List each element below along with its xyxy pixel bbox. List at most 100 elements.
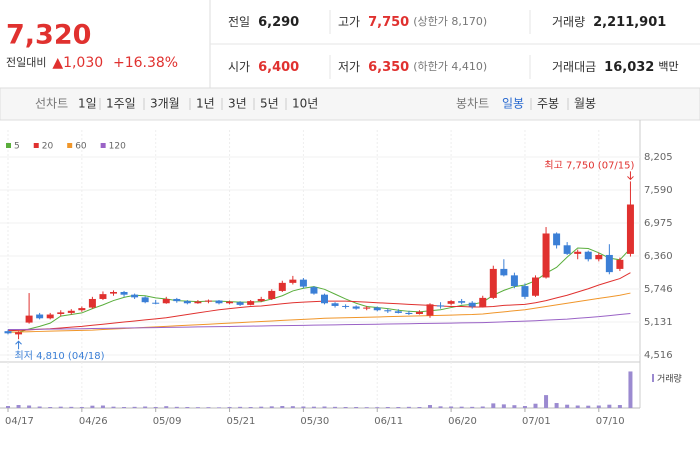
- period-button[interactable]: 1일: [78, 97, 97, 111]
- volume-bar: [259, 406, 264, 408]
- volume-bar: [132, 406, 137, 408]
- candle-body: [110, 291, 117, 294]
- candle-body: [289, 279, 297, 283]
- candle-body: [479, 297, 487, 307]
- volume-bar: [396, 407, 401, 408]
- candle-body: [574, 251, 582, 254]
- min-annotation: 최저 4,810 (04/18): [15, 350, 105, 362]
- candle-body: [25, 315, 33, 323]
- volume-bar: [575, 405, 580, 408]
- candle-body: [321, 294, 328, 304]
- volume-bar: [195, 407, 200, 408]
- stat-note: (상한가 8,170): [413, 15, 487, 28]
- stat: 거래량 2,211,901: [552, 15, 666, 30]
- volume-bar: [491, 403, 496, 408]
- candle-body: [342, 305, 350, 307]
- candle-body: [88, 298, 96, 308]
- volume-bar: [343, 407, 348, 408]
- period-button[interactable]: 3개월: [150, 97, 180, 111]
- candle-period-button[interactable]: 일봉: [502, 97, 524, 111]
- stat-label: 거래대금: [552, 60, 596, 74]
- volume-bar: [301, 406, 306, 408]
- candle-body: [542, 233, 550, 278]
- volume-bar: [37, 406, 42, 408]
- change-pct: +16.38%: [113, 55, 178, 71]
- stat-label: 고가: [338, 15, 360, 29]
- candle-body: [616, 259, 624, 269]
- volume-bar: [533, 403, 538, 408]
- x-tick-label: 06/11: [374, 416, 403, 427]
- volume-bar: [227, 407, 232, 408]
- candle-body: [437, 305, 445, 307]
- candle-body: [626, 204, 634, 254]
- x-tick-label: 04/17: [5, 416, 34, 427]
- candle-body: [247, 301, 255, 305]
- change-label: 전일대비: [6, 55, 46, 69]
- volume-bar: [100, 405, 105, 408]
- volume-bar: [449, 406, 454, 408]
- candle-body: [226, 301, 234, 304]
- line-chart-label: 선차트: [35, 97, 68, 111]
- period-button[interactable]: 1년: [196, 97, 215, 111]
- x-tick-label: 07/10: [596, 416, 625, 427]
- volume-bar: [501, 404, 506, 408]
- candle-body: [162, 298, 170, 304]
- volume-bar: [522, 406, 527, 408]
- period-button[interactable]: 1주일: [106, 97, 136, 111]
- volume-bar: [174, 406, 179, 408]
- volume-bar: [617, 405, 622, 408]
- volume-bar: [111, 406, 116, 408]
- volume-bar: [48, 407, 53, 408]
- stat: 시가 6,400: [228, 60, 299, 75]
- legend-swatch: [100, 143, 106, 148]
- legend-swatch: [67, 143, 73, 148]
- volume-bar: [164, 406, 169, 408]
- candle-period-button[interactable]: 주봉: [537, 97, 559, 111]
- volume-bar: [375, 407, 380, 408]
- x-tick-label: 06/20: [448, 416, 477, 427]
- candle-body: [78, 308, 86, 311]
- candle-body: [394, 311, 402, 313]
- candle-body: [173, 298, 181, 302]
- candle-period-button[interactable]: 월봉: [574, 97, 596, 111]
- candle-body: [521, 286, 529, 297]
- volume-bar: [248, 407, 253, 408]
- candle-body: [4, 331, 12, 334]
- period-button[interactable]: 3년: [228, 97, 247, 111]
- candle-body: [236, 302, 244, 305]
- stat: 거래대금 16,032 백만: [552, 60, 679, 75]
- ma-line: [7, 312, 631, 331]
- volume-bar: [480, 406, 485, 408]
- candle-body: [415, 311, 423, 314]
- x-tick-label: 05/30: [300, 416, 329, 427]
- y-tick-label: 4,516: [644, 350, 673, 361]
- period-button[interactable]: 10년: [292, 97, 318, 111]
- candle-body: [99, 294, 107, 299]
- candle-body: [310, 287, 318, 294]
- candle-body: [183, 301, 191, 304]
- stat: 전일 6,290: [228, 15, 299, 30]
- volume-bar: [290, 406, 295, 408]
- stat-value: 6,290: [258, 15, 299, 30]
- toolbar: [0, 87, 700, 121]
- candle-body: [384, 310, 392, 312]
- candle-body: [57, 312, 65, 314]
- candle-body: [363, 307, 371, 309]
- x-tick-label: 07/01: [522, 416, 551, 427]
- volume-bar: [470, 406, 475, 408]
- period-button[interactable]: 5년: [260, 97, 279, 111]
- legend-swatch: [6, 143, 11, 148]
- candle-body: [204, 300, 212, 302]
- candle-body: [584, 251, 592, 260]
- volume-bar: [385, 407, 390, 408]
- candle-body: [500, 268, 508, 276]
- volume-bar: [122, 407, 127, 408]
- volume-bar: [322, 406, 327, 408]
- volume-bar: [69, 406, 74, 408]
- stat-value: 7,750: [368, 15, 409, 30]
- volume-bar: [238, 406, 243, 408]
- volume-bar: [206, 407, 211, 408]
- volume-bar: [607, 404, 612, 408]
- volume-bar: [364, 407, 369, 408]
